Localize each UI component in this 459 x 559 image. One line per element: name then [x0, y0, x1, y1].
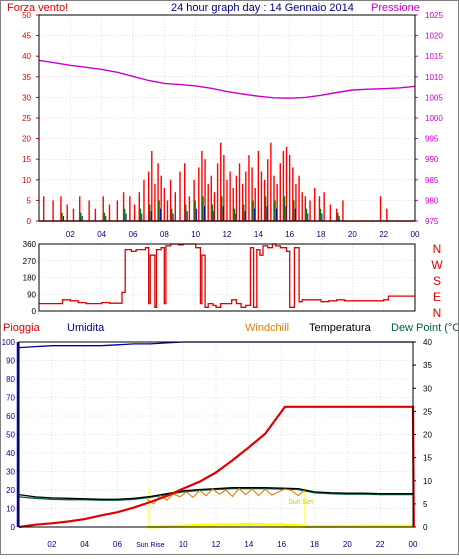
- temperature-tick-label: 40: [423, 338, 432, 347]
- temperature-tick-label: 0: [423, 523, 428, 532]
- wind-x-tick-label: 04: [97, 230, 106, 239]
- pressure-tick-label: 1005: [425, 93, 443, 102]
- pressure-tick-label: 985: [425, 176, 439, 185]
- temp-x-tick-label: 04: [80, 540, 89, 549]
- wind-tick-label: 0: [27, 217, 32, 226]
- direction-letter: N: [433, 242, 442, 256]
- temp-x-tick-label: 14: [244, 540, 253, 549]
- pressure-tick-label: 1020: [425, 32, 443, 41]
- pressure-tick-label: 1015: [425, 52, 443, 61]
- humidity-tick-label: 80: [6, 375, 15, 384]
- wind-panel-frame: [38, 14, 416, 222]
- chart-layer: 0510152025303540455097598098599099510001…: [2, 11, 444, 549]
- wind-tick-label: 5: [27, 196, 32, 205]
- pressure-tick-label: 1010: [425, 73, 443, 82]
- wind-tick-label: 45: [22, 32, 31, 41]
- temperature-tick-label: 10: [423, 477, 432, 486]
- legend-dewpoint: Dew Point (°C: [391, 322, 458, 334]
- temp-x-tick-label: 10: [179, 540, 188, 549]
- wind-x-tick-label: 10: [191, 230, 200, 239]
- temp-x-tick-label: 06: [113, 540, 122, 549]
- humidity-tick-label: 30: [6, 468, 15, 477]
- pressure-tick-label: 990: [425, 155, 439, 164]
- direction-letter: N: [433, 306, 442, 320]
- temperature-line: [18, 487, 413, 500]
- pressure-axis-title: Pressione: [371, 2, 420, 14]
- direction-line: [39, 243, 415, 308]
- humidity-tick-label: 100: [2, 338, 16, 347]
- wind-x-tick-label: 00: [411, 230, 420, 239]
- wind-x-tick-label: 02: [66, 230, 75, 239]
- humidity-tick-label: 90: [6, 357, 15, 366]
- temp-x-tick-label: 00: [409, 540, 418, 549]
- wind-tick-label: 25: [22, 114, 31, 123]
- wind-tick-label: 10: [22, 176, 31, 185]
- direction-tick-label: 90: [27, 290, 36, 299]
- humidity-tick-label: 70: [6, 394, 15, 403]
- sunset-label: Sun Set: [288, 499, 313, 506]
- wind-x-tick-label: 14: [254, 230, 263, 239]
- wind-tick-label: 20: [22, 135, 31, 144]
- wind-x-tick-label: 22: [379, 230, 388, 239]
- pressure-tick-label: 995: [425, 135, 439, 144]
- temp-x-tick-label: 16: [277, 540, 286, 549]
- humidity-tick-label: 10: [6, 505, 15, 514]
- temp-x-tick-label: 20: [343, 540, 352, 549]
- wind-x-tick-label: 06: [129, 230, 138, 239]
- wind-tick-label: 50: [22, 11, 31, 20]
- temperature-tick-label: 5: [423, 500, 428, 509]
- temp-x-tick-label: 22: [376, 540, 385, 549]
- wind-x-tick-label: 18: [317, 230, 326, 239]
- humidity-tick-label: 20: [6, 486, 15, 495]
- pressure-tick-label: 1000: [425, 114, 443, 123]
- legend-windchill: Windchill: [245, 322, 289, 334]
- temp-x-tick-label: 02: [47, 540, 56, 549]
- pressure-tick-label: 975: [425, 217, 439, 226]
- windchill-line: [146, 487, 305, 505]
- wind-x-tick-label: 20: [348, 230, 357, 239]
- temperature-tick-label: 30: [423, 384, 432, 393]
- temp-x-tick-label: Sun Rise: [136, 542, 165, 549]
- wind-tick-label: 35: [22, 73, 31, 82]
- temperature-tick-label: 15: [423, 454, 432, 463]
- temp-panel-frame: [18, 341, 414, 528]
- direction-tick-label: 270: [23, 257, 37, 266]
- humidity-tick-label: 0: [11, 523, 16, 532]
- wind-x-tick-label: 16: [285, 230, 294, 239]
- humidity-tick-label: 50: [6, 431, 15, 440]
- rain-axis-title: Pioggia: [3, 322, 41, 334]
- dewpoint-line: [18, 487, 413, 501]
- temp-x-tick-label: 18: [310, 540, 319, 549]
- wind-axis-title: Forza vento!: [7, 2, 68, 14]
- wind-x-tick-label: 12: [223, 230, 232, 239]
- wind-x-tick-label: 08: [160, 230, 169, 239]
- temperature-tick-label: 20: [423, 431, 432, 440]
- pressure-line: [38, 59, 416, 99]
- direction-tick-label: 360: [23, 240, 37, 249]
- humidity-tick-label: 60: [6, 412, 15, 421]
- pressure-tick-label: 1025: [425, 11, 443, 20]
- direction-tick-label: 180: [23, 274, 37, 283]
- temperature-tick-label: 35: [423, 361, 432, 370]
- direction-letter: W: [431, 258, 443, 272]
- humidity-tick-label: 40: [6, 449, 15, 458]
- wind-tick-label: 40: [22, 52, 31, 61]
- temperature-tick-label: 25: [423, 407, 432, 416]
- direction-letter: E: [433, 290, 441, 304]
- direction-letter: S: [433, 274, 441, 288]
- wind-tick-label: 15: [22, 155, 31, 164]
- direction-tick-label: 0: [32, 307, 37, 316]
- pressure-tick-label: 980: [425, 196, 439, 205]
- legend-temperature: Temperatura: [309, 322, 372, 334]
- wind-tick-label: 30: [22, 93, 31, 102]
- direction-panel-frame: [38, 243, 416, 312]
- temp-x-tick-label: 12: [212, 540, 221, 549]
- chart-title: 24 hour graph day : 14 Gennaio 2014: [171, 2, 354, 14]
- legend-humidity: Umidita: [67, 322, 105, 334]
- rain-line: [18, 405, 415, 529]
